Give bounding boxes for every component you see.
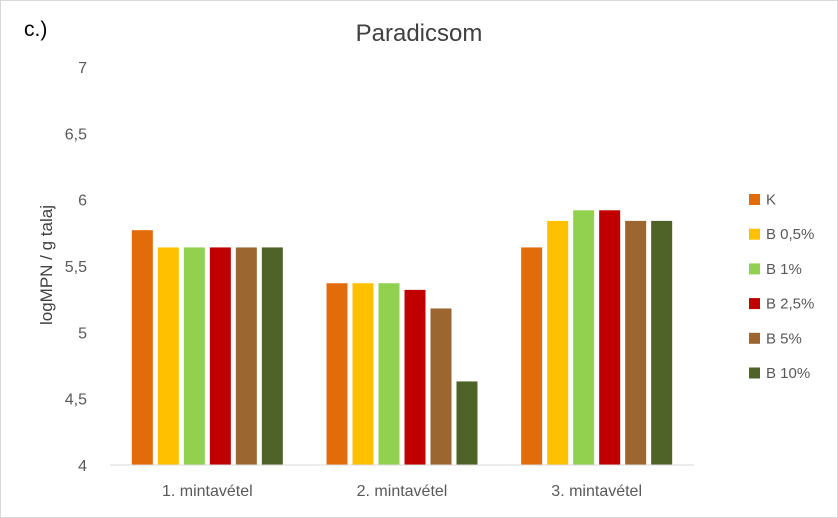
bar <box>261 247 283 465</box>
legend-swatch <box>749 298 760 310</box>
bar <box>209 247 231 465</box>
y-tick-label: 5 <box>78 325 87 342</box>
bar <box>430 308 452 465</box>
legend-label: B 10% <box>766 365 810 382</box>
bar <box>625 220 647 465</box>
bar <box>326 283 348 465</box>
bar <box>378 283 400 465</box>
bar <box>521 247 543 465</box>
bar <box>456 381 478 465</box>
bar <box>157 247 179 465</box>
y-tick-label: 6 <box>78 193 87 210</box>
legend-label: B 2,5% <box>766 296 814 313</box>
bar <box>599 210 621 465</box>
y-tick-label: 5,5 <box>65 259 87 276</box>
legend-swatch <box>749 263 760 275</box>
bar <box>573 210 595 465</box>
y-axis-ticks: 4 4,5 5 5,5 6 6,5 7 <box>65 60 87 475</box>
legend-label: B 0,5% <box>766 226 814 243</box>
y-tick-label: 4,5 <box>65 392 87 409</box>
bars <box>131 210 673 465</box>
bar <box>235 247 257 465</box>
y-tick-label: 7 <box>78 60 87 77</box>
bar <box>404 289 426 465</box>
chart-title: Paradicsom <box>355 20 483 47</box>
bar <box>131 230 153 465</box>
x-tick-label: 3. mintavétel <box>551 483 642 500</box>
panel-label: c.) <box>24 18 48 41</box>
legend-label: B 5% <box>766 330 802 347</box>
x-tick-label: 2. mintavétel <box>357 483 448 500</box>
y-tick-label: 6,5 <box>65 126 87 143</box>
x-axis-ticks: 1. mintavétel 2. mintavétel 3. mintavétel <box>162 483 642 500</box>
y-tick-label: 4 <box>78 458 87 475</box>
legend-swatch <box>749 228 760 240</box>
bar <box>352 283 374 465</box>
bar <box>183 247 205 465</box>
legend-label: K <box>766 192 776 209</box>
bar <box>651 220 673 465</box>
legend-swatch <box>749 332 760 344</box>
legend-swatch <box>749 194 760 205</box>
x-tick-label: 1. mintavétel <box>162 483 253 500</box>
y-axis-title: logMPN / g talaj <box>37 205 56 325</box>
bar <box>547 220 569 465</box>
legend: K B 0,5% B 1% B 2,5% B 5% B 10% <box>749 192 814 382</box>
legend-swatch <box>749 367 760 379</box>
legend-label: B 1% <box>766 261 802 278</box>
